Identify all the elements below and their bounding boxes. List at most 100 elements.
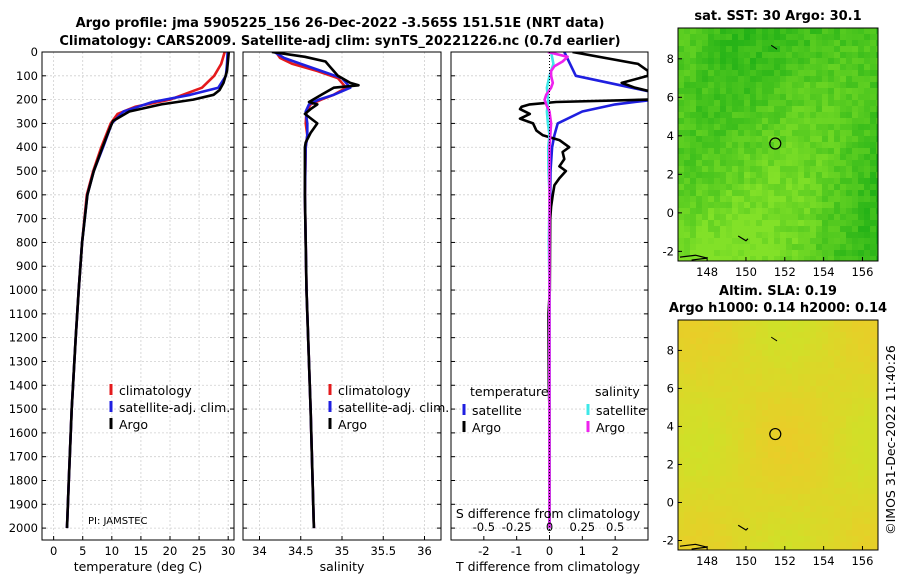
map-cell [846, 238, 853, 245]
map-cell [726, 518, 733, 525]
map-cell [678, 118, 685, 125]
map-cell [744, 88, 751, 95]
map-cell [714, 256, 721, 262]
temperature-panel: 0100200300400500600700800900100011001200… [9, 45, 236, 574]
map-cell [744, 380, 751, 387]
map-cell [804, 196, 811, 203]
map-cell [834, 326, 841, 333]
map-cell [762, 380, 769, 387]
map-cell [810, 428, 817, 435]
map-cell [708, 398, 715, 405]
map-cell [828, 178, 835, 185]
map-cell [726, 494, 733, 501]
map-cell [828, 190, 835, 197]
map-cell [792, 202, 799, 209]
map-cell [780, 148, 787, 155]
map-cell [816, 208, 823, 215]
map-cell [780, 476, 787, 483]
map-cell [780, 332, 787, 339]
map-cell [780, 500, 787, 507]
map-cell [702, 524, 709, 531]
map-cell [774, 172, 781, 179]
map-cell [726, 88, 733, 95]
map-cell [828, 148, 835, 155]
map-cell [720, 440, 727, 447]
map-cell [684, 548, 691, 551]
map-cell [768, 368, 775, 375]
map-cell [744, 76, 751, 83]
map-cell [846, 172, 853, 179]
map-cell [792, 422, 799, 429]
map-cell [822, 434, 829, 441]
map-cell [732, 52, 739, 59]
map-cell [816, 118, 823, 125]
map-cell [810, 88, 817, 95]
map-cell [864, 356, 871, 363]
map-cell [720, 386, 727, 393]
map-cell [774, 494, 781, 501]
map-cell [774, 458, 781, 465]
map-cell [774, 386, 781, 393]
map-cell [840, 58, 847, 65]
map-cell [756, 40, 763, 47]
map-cell [780, 392, 787, 399]
map-cell [840, 362, 847, 369]
map-cell [798, 512, 805, 519]
map-cell [846, 320, 853, 327]
map-cell [690, 428, 697, 435]
map-cell [678, 160, 685, 167]
map-cell [792, 100, 799, 107]
map-cell [780, 64, 787, 71]
map-cell [732, 326, 739, 333]
map-cell [678, 470, 685, 477]
map-cell [792, 518, 799, 525]
map-cell [798, 380, 805, 387]
map-cell [768, 386, 775, 393]
map-cell [792, 28, 799, 35]
map-cell [684, 136, 691, 143]
map-cell [744, 362, 751, 369]
map-cell [816, 506, 823, 513]
map-cell [690, 446, 697, 453]
map-cell [834, 440, 841, 447]
x-axis-label: temperature (deg C) [74, 559, 203, 574]
map-cell [678, 344, 685, 351]
map-cell [846, 190, 853, 197]
map-cell [726, 52, 733, 59]
map-cell [840, 112, 847, 119]
map-cell [834, 356, 841, 363]
map-cell [804, 416, 811, 423]
map-cell [870, 58, 877, 65]
map-cell [828, 356, 835, 363]
map-cell [732, 76, 739, 83]
map-cell [864, 488, 871, 495]
map-cell [732, 434, 739, 441]
map-cell [744, 476, 751, 483]
map-cell [738, 464, 745, 471]
map-cell [810, 100, 817, 107]
map-cell [762, 142, 769, 149]
map-cell [702, 196, 709, 203]
map-cell [828, 34, 835, 41]
argo-location-marker [769, 427, 782, 441]
map-cell [864, 226, 871, 233]
map-cell [714, 332, 721, 339]
map-cell [714, 356, 721, 363]
map-cell [696, 40, 703, 47]
map-cell [738, 350, 745, 357]
map-cell [804, 494, 811, 501]
map-cell [732, 226, 739, 233]
map-cell [798, 392, 805, 399]
map-cell [756, 76, 763, 83]
map-cell [708, 202, 715, 209]
map-cell [690, 434, 697, 441]
map-cell [762, 326, 769, 333]
map-cell [738, 130, 745, 137]
map-cell [834, 410, 841, 417]
map-cell [720, 178, 727, 185]
map-cell [708, 232, 715, 239]
map-cell [876, 34, 879, 41]
x-tick-label: 150 [735, 554, 757, 568]
map-cell [864, 100, 871, 107]
map-cell [810, 220, 817, 227]
